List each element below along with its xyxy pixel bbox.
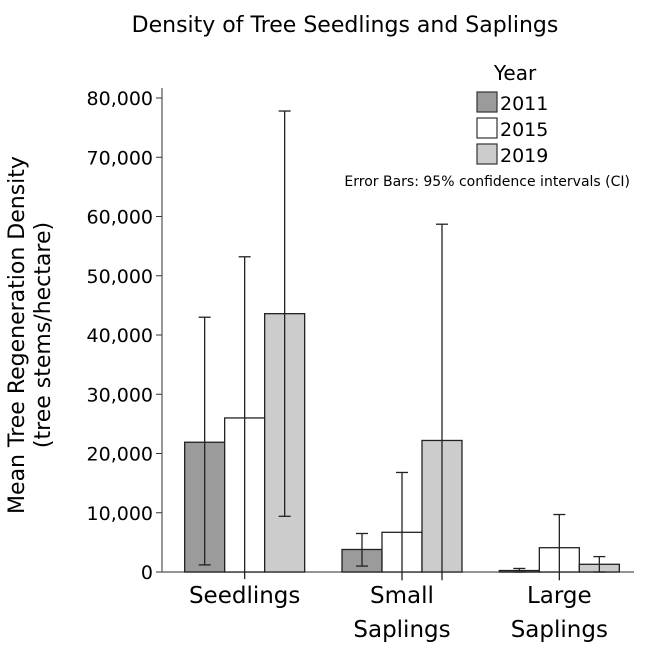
legend-label: 2011 xyxy=(500,93,548,115)
x-tick-label: Saplings xyxy=(511,617,608,643)
y-tick-label: 70,000 xyxy=(87,147,153,169)
y-axis-label-units: (tree stems/hectare) xyxy=(31,222,56,448)
x-tick-label: Small xyxy=(370,583,434,609)
y-axis-label: Mean Tree Regeneration Density xyxy=(5,156,30,514)
y-tick-label: 80,000 xyxy=(87,88,153,110)
x-tick-label: Large xyxy=(527,583,592,609)
legend-swatch-2011 xyxy=(476,91,498,113)
y-tick-label: 20,000 xyxy=(87,444,153,466)
x-tick-label: Saplings xyxy=(353,617,450,643)
y-tick-label: 30,000 xyxy=(87,384,153,406)
legend-swatch-2019 xyxy=(476,143,498,165)
y-tick-label: 0 xyxy=(141,562,153,584)
legend-title: Year xyxy=(493,61,537,85)
x-tick-label: Seedlings xyxy=(189,583,300,609)
y-tick-label: 40,000 xyxy=(87,325,153,347)
y-tick-label: 10,000 xyxy=(87,503,153,525)
y-tick-label: 60,000 xyxy=(87,207,153,229)
chart-title: Density of Tree Seedlings and Saplings xyxy=(132,13,559,38)
legend-label: 2019 xyxy=(500,145,548,167)
error-bar-note: Error Bars: 95% confidence intervals (CI… xyxy=(344,174,630,190)
y-tick-label: 50,000 xyxy=(87,266,153,288)
legend-swatch-2015 xyxy=(476,117,498,139)
legend-label: 2015 xyxy=(500,119,548,141)
